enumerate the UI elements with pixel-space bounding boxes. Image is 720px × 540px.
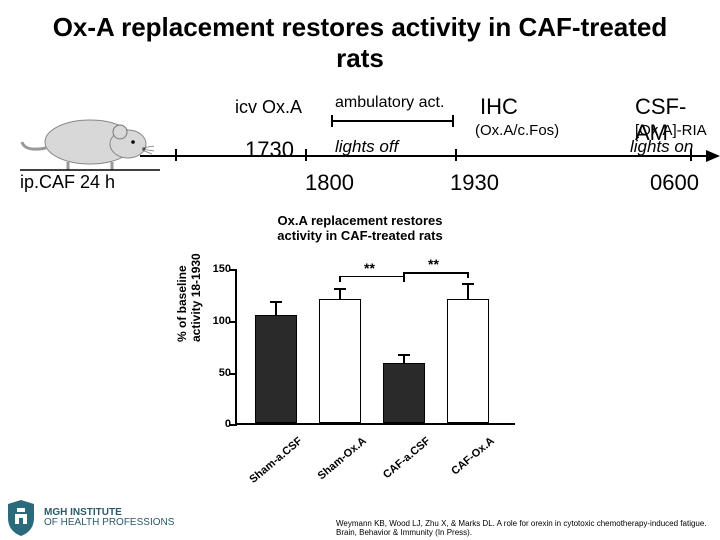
logo-text: MGH INSTITUTE OF HEALTH PROFESSIONS (44, 508, 174, 529)
footer: MGH INSTITUTE OF HEALTH PROFESSIONS Weym… (0, 498, 720, 538)
shield-icon (4, 498, 38, 538)
time-1800: 1800 (305, 170, 354, 196)
chart-ylabel: % of baseline activity 18-1930 (175, 254, 203, 343)
chart-title-line1: Ox.A replacement restores (278, 213, 443, 228)
timeline-tick (690, 149, 692, 161)
time-1730: 1730 (245, 137, 294, 163)
ytick-label: 0 (201, 418, 231, 430)
errorbar (275, 302, 277, 314)
sig-tick (403, 272, 405, 278)
ambulatory-label: ambulatory act. (335, 94, 444, 112)
timeline-tick (305, 149, 307, 161)
ipcaf-label: ip.CAF 24 h (20, 172, 115, 193)
slide-title: Ox-A replacement restores activity in CA… (0, 0, 720, 82)
ytick-label: 150 (201, 263, 231, 275)
errorbar-cap (462, 283, 474, 285)
sig-bracket (340, 276, 404, 278)
errorbar (467, 284, 469, 300)
errorbar (339, 289, 341, 299)
bar-1 (319, 299, 361, 423)
rat-icon (20, 102, 160, 172)
lights-off-label: lights off (335, 137, 398, 157)
errorbar-cap (398, 354, 410, 356)
ambulatory-span-icon (330, 114, 455, 128)
errorbar-cap (270, 301, 282, 303)
citation-text: Weymann KB, Wood LJ, Zhu X, & Marks DL. … (336, 520, 716, 538)
bar-0 (255, 315, 297, 424)
ytick-label: 100 (201, 315, 231, 327)
logo-block: MGH INSTITUTE OF HEALTH PROFESSIONS (4, 498, 174, 538)
chart-title-line2: activity in CAF-treated rats (277, 228, 442, 243)
chart-title: Ox.A replacement restores activity in CA… (170, 212, 550, 244)
errorbar-cap (334, 288, 346, 290)
icv-label: icv Ox.A (235, 97, 302, 118)
timeline-axis (140, 155, 710, 157)
time-0600: 0600 (650, 170, 699, 196)
timeline-arrowhead-icon (706, 150, 720, 162)
ytick-label: 50 (201, 367, 231, 379)
bar-chart: Ox.A replacement restores activity in CA… (170, 212, 550, 492)
lights-on-label: lights on (630, 137, 693, 157)
oxa-cfos-label: (Ox.A/c.Fos) (475, 122, 559, 139)
sig-label: ** (428, 256, 439, 272)
timeline-diagram: ip.CAF 24 h icv Ox.A 1730 ambulatory act… (10, 92, 710, 212)
sig-bracket (404, 272, 468, 274)
sig-label: ** (364, 260, 375, 276)
timeline-tick (455, 149, 457, 161)
time-1930: 1930 (450, 170, 499, 196)
ihc-label: IHC (480, 94, 518, 120)
bar-3 (447, 299, 489, 423)
timeline-tick (175, 149, 177, 161)
chart-plot-area: 050100150Sham-a.CSFSham-Ox.ACAF-a.CSFCAF… (235, 270, 515, 425)
errorbar (403, 355, 405, 363)
sig-tick (467, 272, 469, 278)
sig-tick (339, 276, 341, 282)
bar-2 (383, 363, 425, 423)
